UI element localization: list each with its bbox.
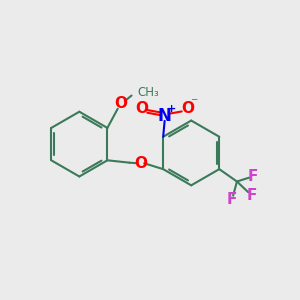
Text: O: O [134, 156, 147, 171]
Text: N: N [158, 106, 172, 124]
Text: ⁻: ⁻ [190, 96, 198, 110]
Text: O: O [181, 101, 194, 116]
Text: F: F [247, 188, 257, 203]
Text: O: O [136, 101, 148, 116]
Text: O: O [115, 96, 128, 111]
Text: CH₃: CH₃ [137, 86, 159, 99]
Text: F: F [226, 192, 237, 207]
Text: +: + [167, 104, 176, 114]
Text: F: F [248, 169, 258, 184]
